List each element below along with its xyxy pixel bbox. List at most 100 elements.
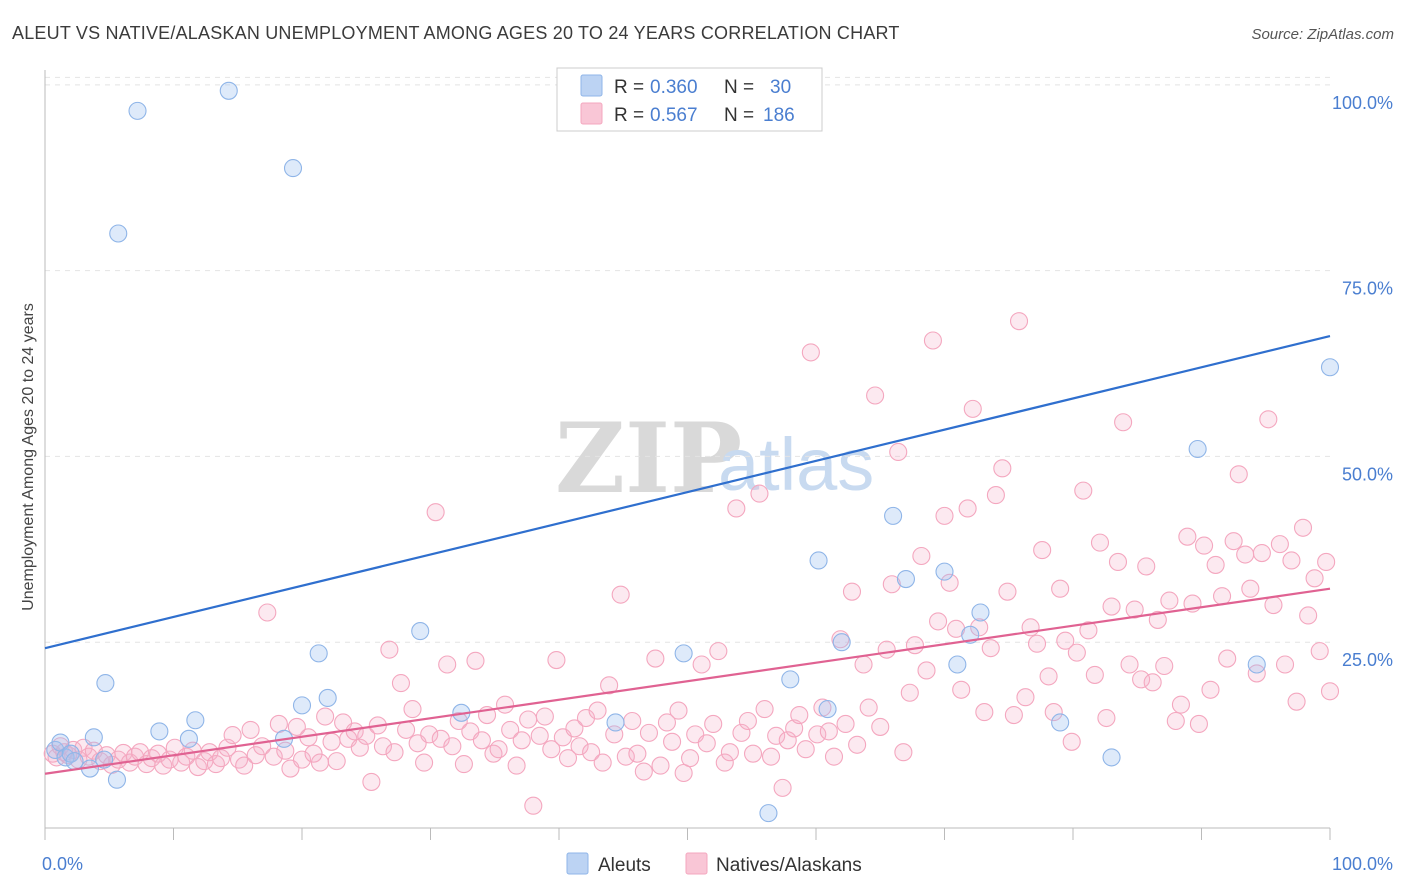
native-point: [1195, 536, 1214, 555]
native-point: [1044, 703, 1063, 722]
aleut-point: [1051, 713, 1070, 732]
native-point: [1033, 541, 1052, 560]
aleut-point: [606, 713, 625, 732]
native-point: [322, 732, 341, 751]
native-point: [727, 499, 746, 518]
native-point: [582, 743, 601, 762]
aleut-point: [292, 696, 312, 715]
native-point: [593, 753, 612, 772]
chart-title: ALEUT VS NATIVE/ALASKAN UNEMPLOYMENT AMO…: [12, 23, 900, 43]
native-point: [854, 655, 873, 674]
native-point: [1224, 532, 1243, 551]
native-point: [1132, 670, 1151, 689]
axes: [44, 70, 1331, 840]
native-point: [1143, 673, 1162, 692]
native-point: [651, 756, 670, 775]
native-point: [472, 731, 491, 750]
chart-source: Source: ZipAtlas.com: [1251, 26, 1394, 43]
legend-r-value-1: 0.360: [650, 77, 698, 98]
native-point: [894, 743, 913, 762]
native-point: [808, 725, 827, 744]
legend-n-value-2: 186: [763, 105, 795, 126]
correlation-legend: R = 0.360 N = 30 R = 0.567 N = 186: [556, 67, 823, 132]
native-point: [420, 725, 439, 744]
native-point: [385, 743, 404, 762]
native-point: [565, 719, 584, 738]
native-point: [466, 651, 485, 670]
native-point: [1067, 643, 1086, 662]
y-tick-label: 100.0%: [1332, 93, 1393, 113]
native-point: [871, 717, 890, 736]
y-tick-label: 25.0%: [1342, 650, 1393, 670]
native-point: [1009, 312, 1029, 331]
aleut-point: [411, 622, 430, 641]
native-point: [1108, 552, 1128, 572]
native-point: [1259, 410, 1278, 429]
native-point: [785, 719, 804, 738]
native-point: [558, 749, 578, 768]
native-point: [790, 705, 809, 725]
watermark: ZIP atlas: [555, 402, 874, 515]
native-point: [889, 442, 908, 462]
aleut-point: [781, 670, 800, 689]
series-legend: Aleuts Natives/Alaskans: [566, 852, 862, 876]
native-point: [657, 713, 676, 732]
aleut-point: [809, 551, 828, 570]
native-point: [524, 796, 543, 815]
aleut-point: [1247, 655, 1266, 674]
native-point: [1206, 555, 1225, 574]
native-point: [836, 714, 855, 734]
native-point: [935, 506, 954, 525]
native-point: [380, 640, 399, 659]
native-point: [1275, 655, 1295, 674]
aleut-point: [935, 562, 954, 581]
native-point: [663, 732, 682, 751]
native-point: [970, 618, 989, 637]
aleut-point: [96, 674, 115, 693]
legend-swatch-aleuts: [580, 74, 603, 97]
native-point: [1178, 527, 1197, 546]
native-point: [681, 749, 700, 768]
native-point: [1218, 649, 1237, 668]
native-point: [743, 744, 763, 763]
native-point: [443, 737, 462, 756]
x-tick-label-max: 100.0%: [1332, 854, 1393, 874]
native-point: [929, 612, 948, 631]
native-point: [755, 700, 774, 719]
aleut-point: [309, 644, 328, 663]
native-point: [535, 707, 554, 726]
native-point: [241, 720, 260, 739]
native-point: [1051, 579, 1070, 598]
native-point: [917, 661, 936, 680]
native-point: [831, 630, 850, 649]
aleut-point: [283, 159, 303, 178]
aleut-point: [832, 633, 851, 652]
native-point: [1229, 465, 1248, 484]
legend-r-label-1: R =: [614, 77, 644, 98]
native-point: [542, 740, 561, 759]
aleut-point: [107, 770, 127, 789]
native-point: [211, 749, 231, 768]
native-point: [692, 655, 711, 674]
series-swatch-aleuts: [566, 852, 589, 875]
watermark-zip: ZIP: [555, 402, 742, 515]
native-point: [570, 737, 589, 756]
native-point: [1120, 655, 1139, 674]
native-point: [229, 750, 249, 769]
native-point: [1320, 682, 1340, 701]
native-point: [1236, 545, 1255, 564]
native-point: [1270, 535, 1289, 554]
native-point: [859, 698, 878, 717]
aleut-point: [219, 81, 238, 100]
native-point: [310, 753, 330, 772]
native-point: [519, 710, 538, 729]
native-point: [611, 585, 630, 604]
native-point: [1166, 711, 1185, 731]
native-point: [1264, 596, 1283, 615]
native-point: [796, 740, 815, 759]
native-point: [819, 722, 838, 741]
native-point: [1189, 714, 1208, 734]
native-point: [923, 331, 942, 350]
native-point: [1090, 533, 1110, 552]
